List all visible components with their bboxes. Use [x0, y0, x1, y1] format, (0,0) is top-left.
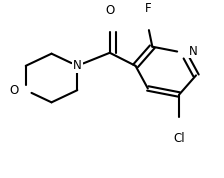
Text: O: O — [105, 4, 114, 17]
Text: F: F — [144, 2, 151, 15]
Text: N: N — [189, 44, 198, 57]
Text: O: O — [10, 84, 19, 97]
Text: Cl: Cl — [173, 132, 185, 145]
Text: N: N — [73, 59, 82, 72]
